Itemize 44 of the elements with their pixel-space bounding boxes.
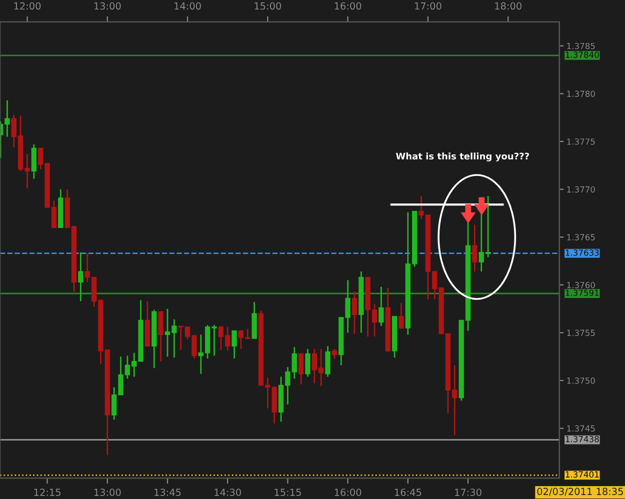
annotation: What is this telling you??? — [396, 152, 529, 162]
ref-line-label: 1.37840 — [566, 52, 599, 58]
x2-tick-label: 14:00 — [174, 2, 201, 10]
candlestick — [352, 290, 358, 334]
y-tick-label: 1.3755 — [567, 330, 595, 336]
x-tick-label: 16:45 — [394, 488, 422, 496]
x-tick-label: 13:45 — [154, 488, 181, 496]
candlestick — [78, 252, 84, 302]
ref-line-label: 1.37633 — [566, 249, 599, 256]
candlestick — [325, 345, 330, 378]
x2-tick-label: 17:00 — [415, 2, 442, 10]
x2-tick-label: 15:00 — [254, 2, 282, 10]
x2-tick-label: 12:00 — [14, 2, 41, 10]
candlestick — [305, 348, 310, 378]
x-tick-label: 17:30 — [455, 488, 482, 496]
candlestick — [378, 286, 384, 327]
x-tick-label: 12:15 — [34, 488, 60, 496]
y-tick-label: 1.3770 — [567, 186, 595, 193]
candlestick — [332, 348, 338, 360]
y-tick-label: 1.3750 — [567, 377, 595, 384]
ref-line-label: 1.37591 — [566, 290, 599, 296]
candlestick — [4, 100, 10, 138]
y-tick-label: 1.3775 — [567, 138, 595, 145]
candlestick — [472, 224, 478, 272]
x-tick-label: 14:30 — [214, 488, 241, 496]
y-tick-label: 1.3780 — [567, 90, 595, 97]
y-tick-label: 1.3760 — [567, 282, 595, 288]
x-tick-label: 16:00 — [334, 488, 362, 496]
x2-tick-label: 16:00 — [334, 2, 362, 10]
ref-line-label: 1.37438 — [566, 436, 599, 442]
y-tick-label: 1.3745 — [567, 425, 595, 432]
y-tick-label: 1.3765 — [567, 234, 595, 240]
candlestick — [398, 302, 404, 330]
text: 02/03/2011 18:35 — [537, 488, 623, 496]
x2-tick-label: 18:00 — [495, 2, 522, 10]
x-tick-label: 15:15 — [274, 488, 301, 496]
candlestick — [232, 330, 237, 360]
x2-tick-label: 13:00 — [94, 2, 121, 10]
y-tick-label: 1.3785 — [567, 42, 595, 50]
candlestick — [31, 144, 37, 180]
ref-line-label: 1.37401 — [566, 471, 599, 478]
x-tick-label: 13:00 — [94, 488, 121, 496]
candlestick — [158, 310, 164, 362]
candlestick — [298, 353, 304, 386]
